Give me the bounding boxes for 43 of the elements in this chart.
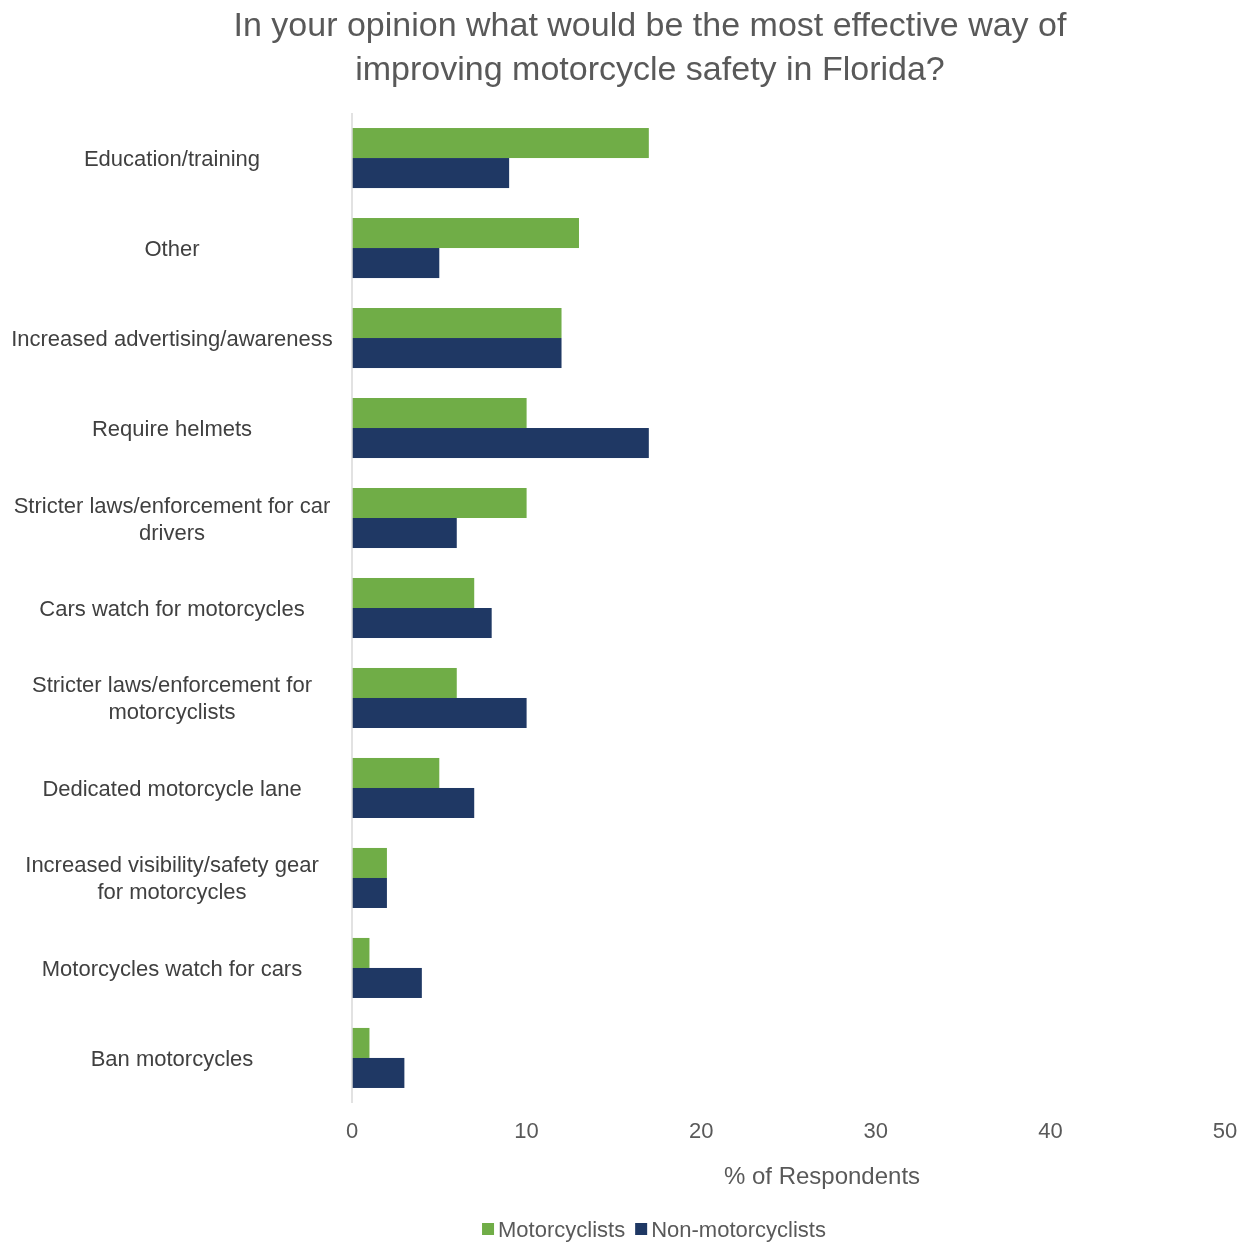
bar — [352, 218, 579, 249]
bar — [352, 577, 475, 608]
y-tick-label: Motorcycles watch for cars — [41, 955, 303, 981]
legend-label: Motorcyclists — [498, 1217, 626, 1242]
y-tick-label: Ban motorcycles — [90, 1045, 254, 1071]
bar — [352, 128, 649, 159]
bar — [352, 1027, 370, 1058]
x-tick-label: 40 — [1038, 1118, 1063, 1143]
chart-title: In your opinion what would be the most effective way of improving motorcycle safety in Florida? — [233, 5, 1067, 87]
bar — [352, 877, 387, 908]
y-tick-label: Stricter laws/enforcement for car drivers — [13, 492, 331, 545]
y-tick-label: Require helmets — [91, 416, 253, 442]
x-tick-label: 20 — [688, 1118, 714, 1143]
y-tick-label: Increased advertising/awareness — [11, 326, 333, 352]
bar — [352, 308, 562, 339]
legend-label: Non-motorcyclists — [651, 1217, 826, 1242]
x-tick-label: 10 — [514, 1118, 539, 1143]
x-tick-label: 0 — [345, 1118, 359, 1143]
x-tick-label: 50 — [1212, 1118, 1238, 1143]
bar — [352, 608, 492, 639]
x-tick-label: 30 — [863, 1118, 889, 1143]
bar — [352, 248, 440, 279]
bar — [352, 338, 562, 369]
y-tick-label: Increased visibility/safety gear for motorcycles — [25, 852, 319, 905]
bar — [352, 518, 457, 549]
bar — [352, 937, 370, 968]
bar — [352, 967, 422, 998]
bar — [352, 757, 440, 788]
bar — [352, 158, 510, 189]
y-tick-label: Stricter laws/enforcement for motorcyclists — [32, 672, 312, 725]
y-tick-label: Education/training — [83, 146, 261, 172]
bar — [352, 398, 527, 429]
bar — [352, 428, 649, 459]
y-tick-label: Dedicated motorcycle lane — [42, 775, 302, 801]
bar — [352, 787, 475, 818]
bar — [352, 488, 527, 519]
x-axis-title: % of Respondents — [723, 1162, 921, 1189]
bar — [352, 847, 387, 878]
y-tick-label: Cars watch for motorcycles — [39, 596, 305, 621]
bar — [352, 697, 527, 728]
bar — [352, 667, 457, 698]
bar — [352, 1057, 405, 1088]
y-tick-label: Other — [144, 236, 200, 262]
